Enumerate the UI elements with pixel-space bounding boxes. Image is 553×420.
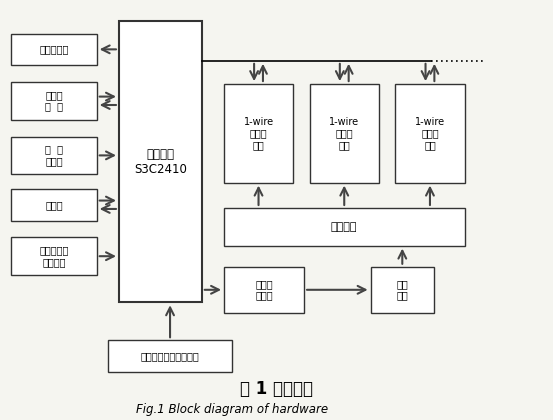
Bar — [108, 340, 232, 372]
Text: 以太网
接  口: 以太网 接 口 — [45, 90, 63, 112]
Bar — [395, 84, 465, 183]
Text: 直流系统: 直流系统 — [331, 222, 357, 232]
Text: 母线间电压
测量电路: 母线间电压 测量电路 — [39, 245, 69, 267]
Text: 1-wire
器件传
感器: 1-wire 器件传 感器 — [243, 117, 274, 150]
Text: 主控单元
S3C2410: 主控单元 S3C2410 — [134, 148, 187, 176]
Text: 低频
电源: 低频 电源 — [397, 279, 408, 301]
Bar — [119, 21, 202, 302]
Text: 存储器: 存储器 — [45, 200, 62, 210]
Bar — [224, 267, 304, 313]
Text: Fig.1 Block diagram of hardware: Fig.1 Block diagram of hardware — [136, 403, 328, 416]
Bar — [224, 208, 465, 246]
Text: 1-wire
器件传
感器: 1-wire 器件传 感器 — [415, 117, 445, 150]
Text: 低频信
号控制: 低频信 号控制 — [255, 279, 273, 301]
Text: 彩  色
触摸屏: 彩 色 触摸屏 — [45, 144, 63, 166]
Text: 图 1 硬件框图: 图 1 硬件框图 — [240, 381, 313, 398]
Bar — [371, 267, 434, 313]
Bar — [224, 84, 293, 183]
Bar — [11, 136, 97, 174]
Text: 微型打印机: 微型打印机 — [39, 45, 69, 54]
Bar — [310, 84, 379, 183]
Bar — [11, 189, 97, 220]
Bar — [11, 34, 97, 65]
Text: 母线对地电压测量电路: 母线对地电压测量电路 — [140, 351, 200, 361]
Bar — [11, 82, 97, 120]
Bar — [11, 237, 97, 275]
Text: 1-wire
器件传
感器: 1-wire 器件传 感器 — [329, 117, 359, 150]
